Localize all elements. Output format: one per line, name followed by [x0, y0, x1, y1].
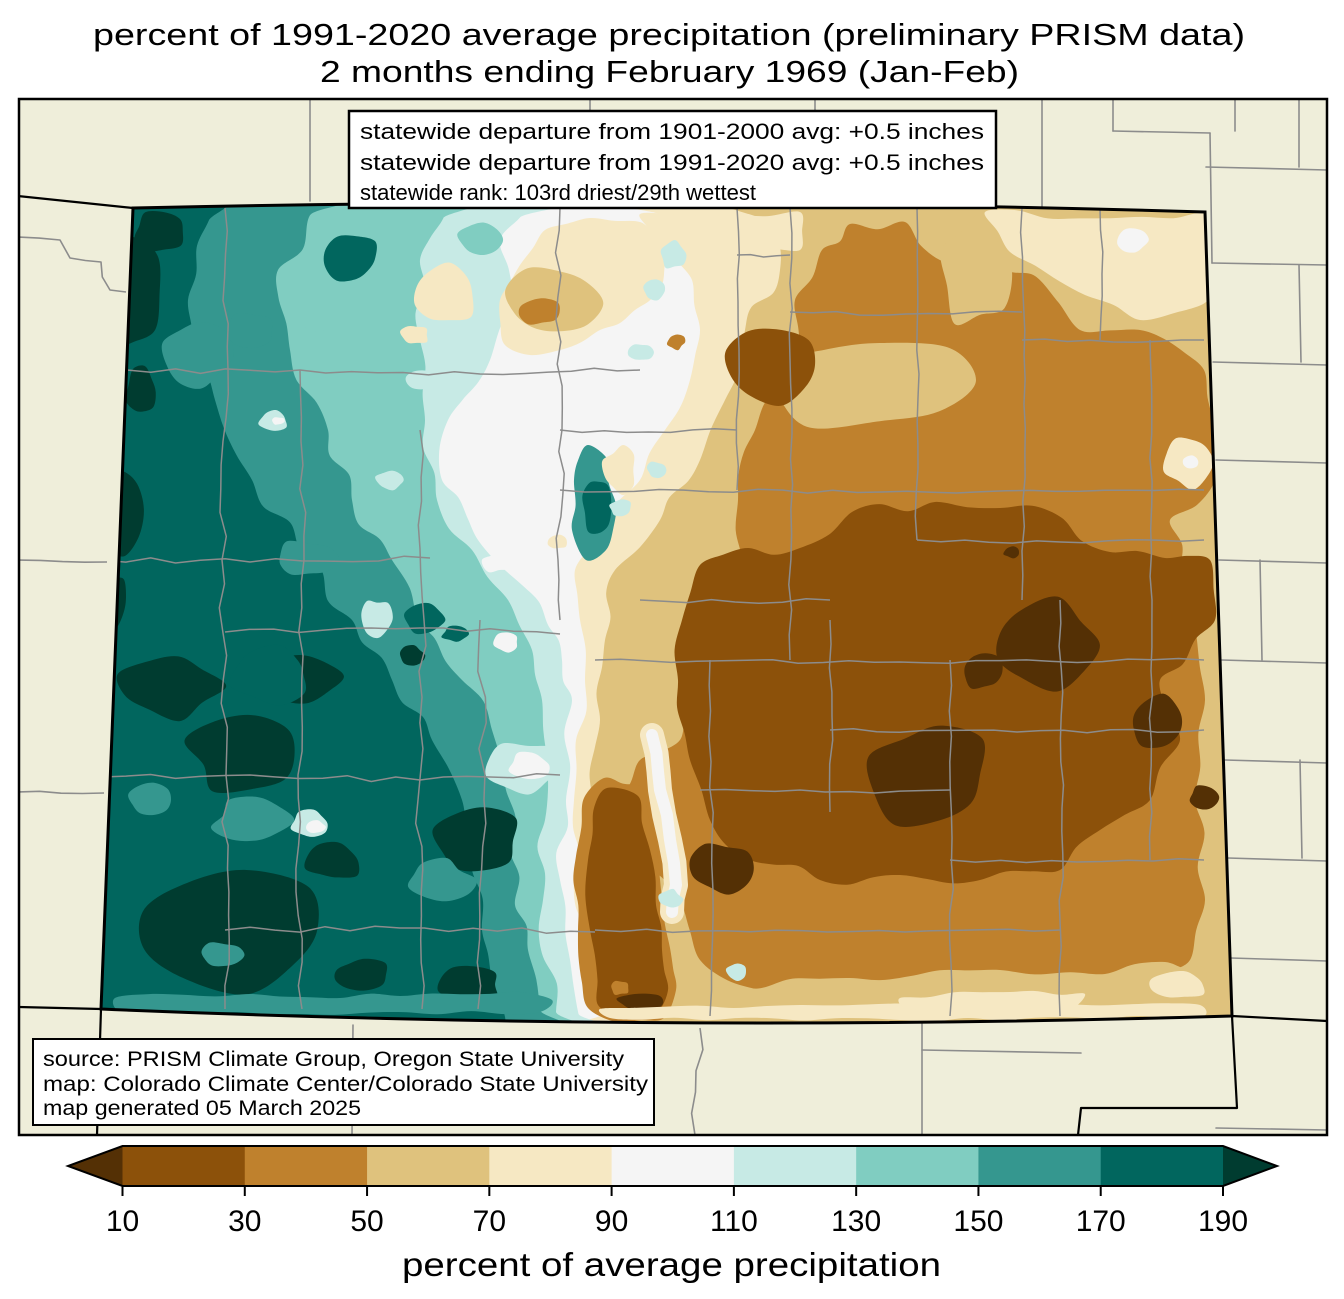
svg-text:30: 30 — [228, 1205, 261, 1238]
svg-text:statewide departure from 1991-: statewide departure from 1991-2020 avg: … — [360, 150, 984, 175]
svg-text:130: 130 — [831, 1205, 881, 1238]
svg-text:map generated 05 March 2025: map generated 05 March 2025 — [43, 1096, 361, 1120]
svg-text:110: 110 — [710, 1205, 758, 1238]
svg-text:170: 170 — [1076, 1205, 1126, 1238]
svg-text:source: PRISM Climate Group, O: source: PRISM Climate Group, Oregon Stat… — [43, 1047, 624, 1071]
svg-text:90: 90 — [595, 1205, 628, 1238]
svg-text:percent of average precipitati: percent of average precipitation — [402, 1247, 941, 1284]
svg-text:50: 50 — [350, 1205, 383, 1238]
svg-text:2 months ending February 1969: 2 months ending February 1969 (Jan-Feb) — [320, 54, 1019, 89]
svg-text:190: 190 — [1198, 1205, 1248, 1238]
svg-text:statewide departure from 1901-: statewide departure from 1901-2000 avg: … — [360, 119, 984, 144]
svg-text:150: 150 — [953, 1205, 1003, 1238]
svg-text:statewide rank: 103rd driest/2: statewide rank: 103rd driest/29th wettes… — [360, 180, 757, 205]
svg-text:percent of 1991-2020 average p: percent of 1991-2020 average precipitati… — [93, 17, 1245, 52]
svg-text:70: 70 — [473, 1205, 506, 1238]
svg-text:map: Colorado Climate Center/C: map: Colorado Climate Center/Colorado St… — [43, 1072, 648, 1096]
svg-text:10: 10 — [106, 1205, 139, 1238]
